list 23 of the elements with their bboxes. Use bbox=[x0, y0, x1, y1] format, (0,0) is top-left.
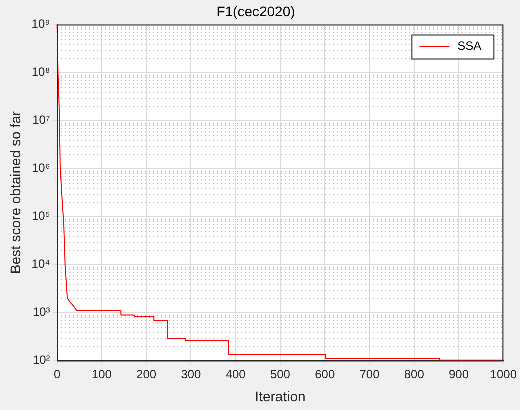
x-axis-title: Iteration bbox=[255, 388, 306, 404]
x-tick-label: 600 bbox=[315, 367, 336, 382]
x-tick-label: 1000 bbox=[490, 367, 518, 382]
chart-title: F1(cec2020) bbox=[216, 3, 296, 20]
x-tick-label: 100 bbox=[92, 367, 112, 382]
x-tick-label: 900 bbox=[449, 367, 470, 382]
y-axis-title: Best score obtained so far bbox=[7, 111, 24, 274]
y-tick-label: 10⁴ bbox=[32, 257, 50, 272]
y-tick-label: 10⁶ bbox=[32, 161, 50, 176]
y-tick-label: 10⁷ bbox=[32, 113, 50, 128]
y-tick-label: 10⁵ bbox=[32, 209, 50, 224]
x-tick-label: 700 bbox=[360, 367, 380, 382]
x-tick-label: 800 bbox=[404, 367, 425, 382]
x-tick-label: 500 bbox=[270, 367, 291, 382]
legend-label: SSA bbox=[458, 39, 482, 54]
y-tick-label: 10³ bbox=[32, 305, 50, 320]
x-tick-label: 0 bbox=[54, 367, 61, 382]
y-tick-label: 10² bbox=[32, 353, 50, 368]
y-tick-label: 10⁹ bbox=[32, 17, 50, 32]
x-tick-label: 200 bbox=[136, 367, 157, 382]
y-tick-label: 10⁸ bbox=[32, 65, 50, 80]
x-tick-label: 400 bbox=[226, 367, 246, 382]
x-tick-label: 300 bbox=[181, 367, 202, 382]
